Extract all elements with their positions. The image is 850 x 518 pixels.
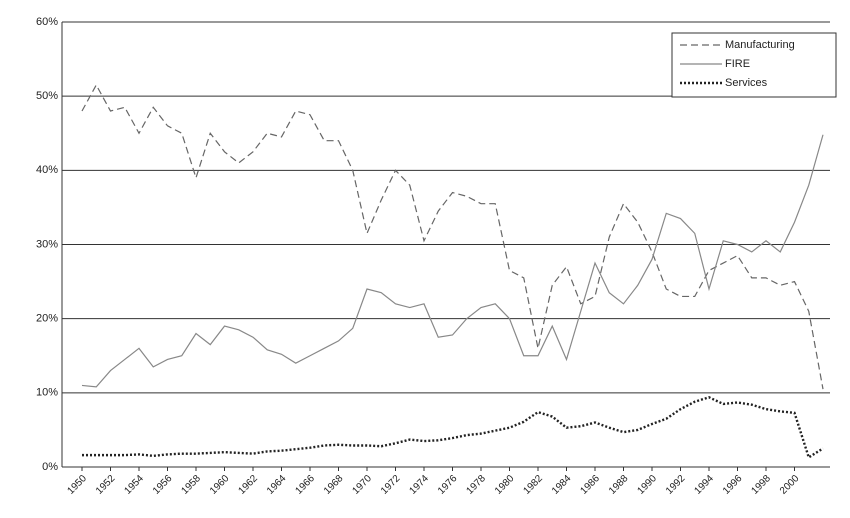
x-tick-label: 1978	[464, 473, 488, 497]
legend-label: Services	[725, 77, 768, 89]
x-tick-label: 1960	[208, 473, 232, 497]
x-tick-label: 1984	[550, 473, 574, 497]
line-series	[81, 83, 824, 390]
y-tick-label: 10%	[36, 387, 58, 399]
x-tick-label: 1982	[521, 473, 545, 497]
x-tick-label: 1992	[664, 473, 688, 497]
line-series	[82, 395, 824, 460]
x-tick-label: 1952	[94, 473, 118, 497]
x-tick-label: 1968	[322, 473, 346, 497]
x-tick-label: 1986	[578, 473, 602, 497]
x-tick-label: 1970	[350, 473, 374, 497]
x-tick-label: 1956	[151, 473, 175, 497]
y-tick-label: 50%	[36, 90, 58, 102]
x-tick-label: 1962	[236, 473, 260, 497]
x-tick-label: 1990	[635, 473, 659, 497]
x-tick-label: 1980	[493, 473, 517, 497]
y-tick-label: 40%	[36, 164, 58, 176]
x-tick-label: 1974	[407, 473, 431, 497]
x-tick-label: 1964	[265, 473, 289, 497]
x-tick-label: 1988	[607, 473, 631, 497]
x-tick-label: 1950	[65, 473, 89, 497]
y-tick-label: 0%	[42, 461, 58, 473]
y-tick-label: 60%	[36, 16, 58, 28]
legend-label: Manufacturing	[725, 39, 795, 51]
x-tick-label: 1966	[293, 473, 317, 497]
x-tick-label: 1994	[692, 473, 716, 497]
x-tick-label: 1958	[179, 473, 203, 497]
x-tick-label: 1998	[749, 473, 773, 497]
x-tick-label: 1976	[436, 473, 460, 497]
y-tick-label: 20%	[36, 313, 58, 325]
line-series	[81, 134, 824, 388]
x-tick-label: 1972	[379, 473, 403, 497]
legend-label: FIRE	[725, 58, 750, 70]
legend-box	[671, 32, 837, 98]
y-tick-label: 30%	[36, 238, 58, 250]
x-tick-label: 2000	[778, 473, 802, 497]
x-tick-label: 1996	[721, 473, 745, 497]
legend: Manufacturing FIRE Services	[671, 32, 837, 98]
x-tick-label: 1954	[122, 473, 146, 497]
